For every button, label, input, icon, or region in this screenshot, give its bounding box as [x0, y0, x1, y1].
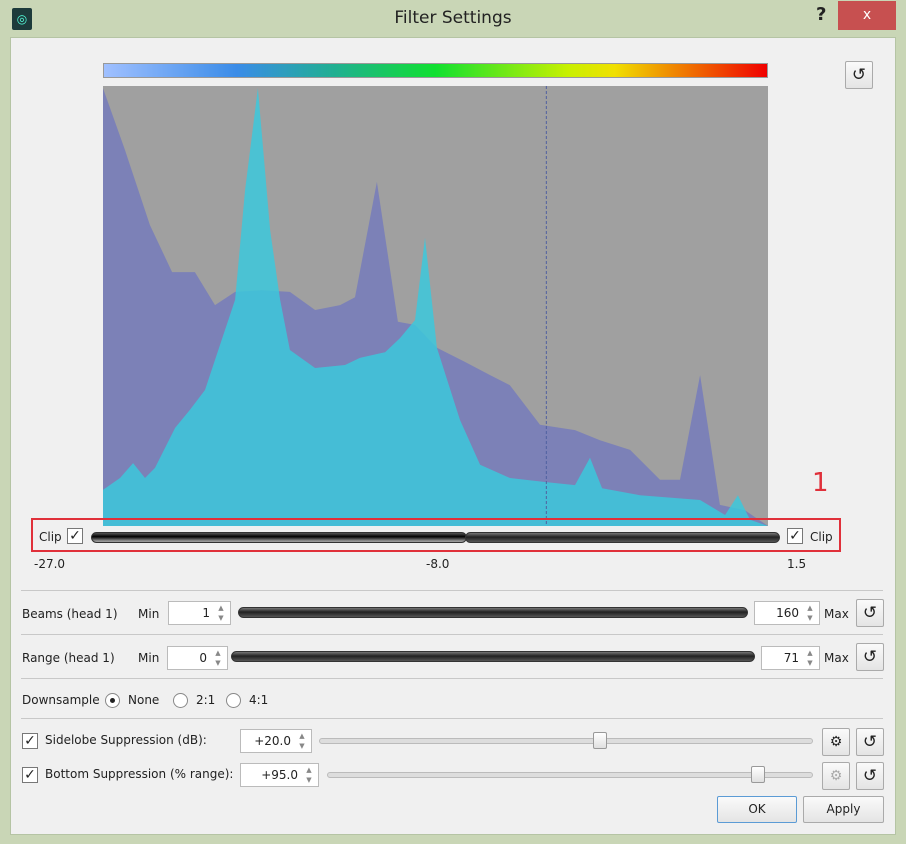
range-min-label: -27.0 — [34, 557, 66, 571]
apply-button[interactable]: Apply — [803, 796, 884, 823]
beams-range-slider[interactable] — [238, 607, 748, 618]
gears-icon: ⚙ — [829, 768, 843, 784]
beams-reset-button[interactable]: ↺ — [856, 599, 884, 627]
clip-left-label: Clip — [39, 530, 62, 544]
downsample-2-1-radio[interactable] — [173, 693, 188, 708]
range-max-spinbox[interactable]: 71 ▲ ▼ — [761, 646, 820, 670]
reset-icon: ↺ — [862, 732, 878, 752]
downsample-none-label: None — [128, 693, 160, 707]
histogram-series-b — [103, 88, 768, 526]
reset-icon: ↺ — [862, 766, 878, 786]
sidelobe-label: Sidelobe Suppression (dB): — [45, 733, 207, 747]
beams-min-spinbox[interactable]: 1 ▲ ▼ — [168, 601, 231, 625]
bottom-settings-button[interactable]: ⚙ — [822, 762, 850, 790]
spin-arrows-icon[interactable]: ▲ ▼ — [218, 604, 224, 622]
clip-left-checkbox[interactable]: ✓ — [67, 528, 83, 544]
sidelobe-value: +20.0 — [254, 734, 291, 748]
close-button[interactable]: x — [838, 1, 896, 30]
bottom-value: +95.0 — [261, 768, 298, 782]
beams-min-label: Min — [138, 607, 160, 621]
range-slider[interactable] — [231, 651, 755, 662]
beams-max-spinbox[interactable]: 160 ▲ ▼ — [754, 601, 820, 625]
divider — [21, 678, 883, 679]
reset-icon: ↺ — [862, 603, 878, 623]
window-title: Filter Settings — [394, 8, 512, 28]
range-max-value: 71 — [783, 651, 799, 665]
range-max-text: Max — [824, 651, 849, 665]
spin-arrows-icon[interactable]: ▲ ▼ — [807, 604, 813, 622]
reset-colormap-button[interactable]: ↺ — [845, 61, 873, 89]
sidelobe-slider[interactable] — [319, 738, 813, 744]
reset-icon: ↺ — [862, 647, 878, 667]
range-min-text: Min — [138, 651, 160, 665]
sidelobe-slider-thumb[interactable] — [593, 732, 607, 749]
clip-right-checkbox[interactable]: ✓ — [787, 528, 803, 544]
threshold-slider-low[interactable] — [91, 532, 467, 543]
threshold-slider-high[interactable] — [465, 532, 780, 543]
divider — [21, 718, 883, 719]
spin-arrows-icon[interactable]: ▲ ▼ — [299, 732, 305, 750]
range-min-value: 0 — [199, 651, 207, 665]
highlight-box — [31, 518, 841, 552]
bottom-slider-thumb[interactable] — [751, 766, 765, 783]
range-mid-label: -8.0 — [426, 557, 450, 571]
divider — [21, 590, 883, 591]
bottom-reset-button[interactable]: ↺ — [856, 762, 884, 790]
sidelobe-settings-button[interactable]: ⚙ — [822, 728, 850, 756]
sidelobe-spinbox[interactable]: +20.0 ▲ ▼ — [240, 729, 312, 753]
sidelobe-reset-button[interactable]: ↺ — [856, 728, 884, 756]
ok-button[interactable]: OK — [717, 796, 797, 823]
bottom-slider[interactable] — [327, 772, 813, 778]
downsample-4-1-radio[interactable] — [226, 693, 241, 708]
reset-icon: ↺ — [851, 65, 867, 85]
beams-max-label: Max — [824, 607, 849, 621]
downsample-4-1-label: 4:1 — [249, 693, 269, 707]
gears-icon: ⚙ — [829, 734, 843, 750]
histogram — [103, 86, 768, 526]
range-min-spinbox[interactable]: 0 ▲ ▼ — [167, 646, 228, 670]
range-label: Range (head 1) — [22, 651, 115, 665]
clip-right-label: Clip — [810, 530, 833, 544]
color-scale-bar — [103, 63, 768, 78]
beams-label: Beams (head 1) — [22, 607, 118, 621]
spin-arrows-icon[interactable]: ▲ ▼ — [306, 766, 312, 784]
downsample-label: Downsample — [22, 693, 100, 707]
beams-min-value: 1 — [202, 606, 210, 620]
bottom-checkbox[interactable]: ✓ — [22, 767, 38, 783]
help-button[interactable]: ? — [816, 4, 827, 25]
bottom-label: Bottom Suppression (% range): — [45, 767, 234, 781]
range-reset-button[interactable]: ↺ — [856, 643, 884, 671]
annotation-number: 1 — [812, 468, 829, 498]
range-max-label: 1.5 — [787, 557, 807, 571]
sidelobe-checkbox[interactable]: ✓ — [22, 733, 38, 749]
divider — [21, 634, 883, 635]
spin-arrows-icon[interactable]: ▲ ▼ — [215, 649, 221, 667]
downsample-2-1-label: 2:1 — [196, 693, 216, 707]
spin-arrows-icon[interactable]: ▲ ▼ — [807, 649, 813, 667]
beams-max-value: 160 — [776, 606, 799, 620]
bottom-spinbox[interactable]: +95.0 ▲ ▼ — [240, 763, 319, 787]
downsample-none-radio[interactable] — [105, 693, 120, 708]
title-bar: ◎ Filter Settings ? x — [0, 0, 906, 37]
app-icon: ◎ — [12, 8, 32, 30]
